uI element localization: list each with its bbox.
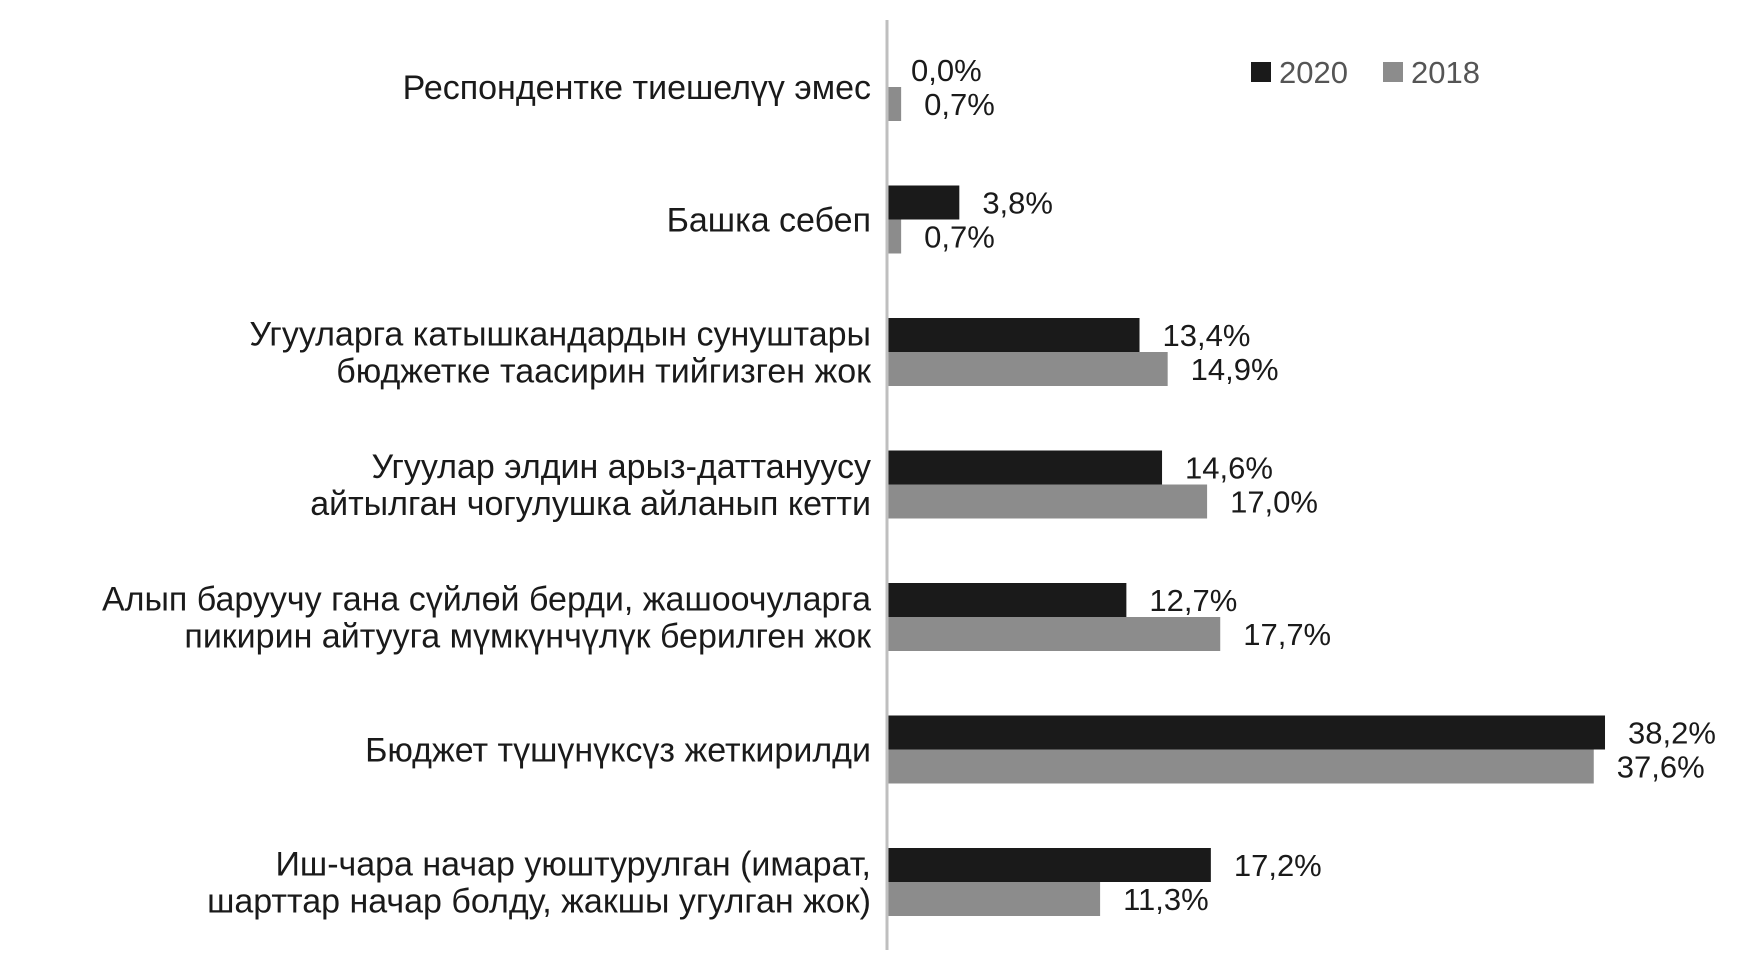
category-label-1: Башка себеп — [667, 202, 871, 240]
bar-2018-3 — [888, 484, 1208, 519]
category-label-0: Респондентке тиешелүү эмес — [403, 69, 871, 107]
value-label-2020-6: 17,2% — [1234, 848, 1322, 883]
bars-group — [888, 87, 1606, 916]
bar-2020-3 — [888, 450, 1163, 485]
legend: 2020 2018 — [1251, 55, 1480, 90]
bar-2020-4 — [888, 583, 1127, 617]
category-label-3-line-1: айтылган чогулушка айланып кетти — [310, 485, 871, 523]
value-label-2020-2: 13,4% — [1163, 318, 1251, 353]
category-label-2-line-0: Угууларга катышкандардын сунуштары — [249, 316, 871, 354]
value-label-2018-4: 17,7% — [1243, 617, 1331, 652]
value-label-2018-2: 14,9% — [1191, 352, 1279, 387]
bar-2020-5 — [888, 715, 1606, 750]
category-label-3-line-0: Угуулар элдин арыз-даттануусу — [371, 448, 871, 486]
category-label-2-line-1: бюджетке таасирин тийгизген жок — [336, 353, 872, 391]
legend-swatch-2018 — [1383, 62, 1403, 82]
category-label-5: Бюджет түшүнүксүз жеткирилди — [365, 732, 871, 770]
value-label-2018-6: 11,3% — [1123, 882, 1209, 917]
category-label-6-line-1: шарттар начар болду, жакшы угулган жок) — [207, 883, 871, 921]
value-label-2018-5: 37,6% — [1617, 750, 1705, 785]
bar-2018-0 — [888, 87, 902, 121]
legend-swatch-2020 — [1251, 62, 1271, 82]
bar-2018-6 — [888, 882, 1101, 916]
value-label-2020-5: 38,2% — [1628, 716, 1716, 751]
value-labels-group: 0,0%0,7%3,8%0,7%13,4%14,9%14,6%17,0%12,7… — [911, 53, 1716, 917]
value-label-2018-0: 0,7% — [924, 87, 995, 122]
category-label-4-line-1: пикирин айтууга мүмкүнчүлүк берилген жок — [184, 618, 872, 656]
category-label-6-line-0: Иш-чара начар уюштурулган (имарат, — [275, 846, 871, 884]
category-label-4-line-0: Алып баруучу гана сүйлөй берди, жашоочул… — [102, 581, 871, 619]
bar-2020-6 — [888, 848, 1211, 882]
value-label-2018-3: 17,0% — [1230, 485, 1318, 520]
category-labels-group: Респондентке тиешелүү эмес Башка себеп Угу… — [102, 69, 872, 921]
legend-label-2018: 2018 — [1411, 55, 1480, 90]
legend-label-2020: 2020 — [1279, 55, 1348, 90]
value-label-2020-1: 3,8% — [982, 186, 1053, 221]
value-label-2018-1: 0,7% — [924, 220, 995, 255]
bar-2018-4 — [888, 617, 1221, 651]
value-label-2020-3: 14,6% — [1185, 451, 1273, 486]
bar-2020-1 — [888, 185, 960, 220]
value-label-2020-4: 12,7% — [1149, 583, 1237, 618]
bar-2020-2 — [888, 318, 1140, 352]
bar-2018-5 — [888, 749, 1594, 784]
bar-2018-1 — [888, 219, 902, 254]
bar-2018-2 — [888, 352, 1168, 386]
value-label-2020-0: 0,0% — [911, 53, 982, 88]
